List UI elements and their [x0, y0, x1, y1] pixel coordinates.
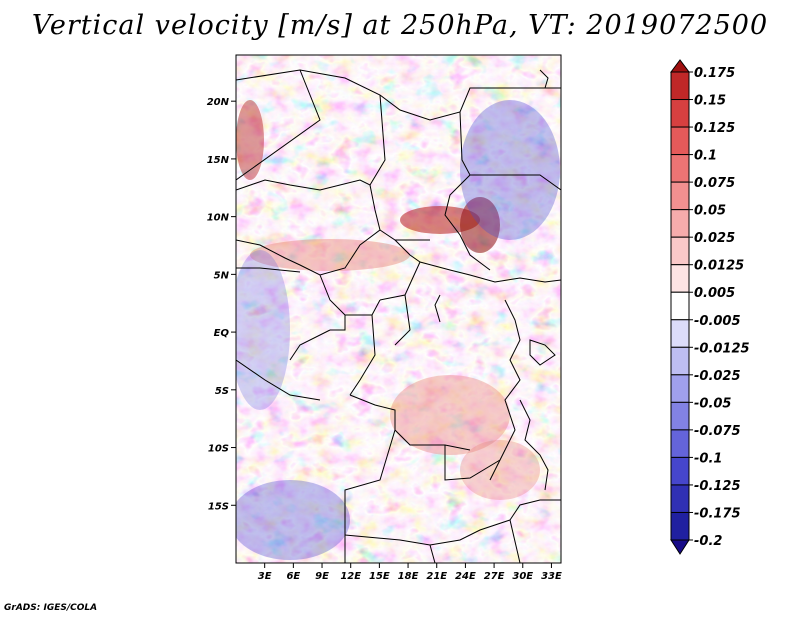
colorbar-label: 0.025: [694, 231, 735, 246]
lon-tick-label: 6E: [286, 571, 300, 582]
longitude-axis: 3E 6E 9E 12E 15E 18E 21E 24E 27E 30E 33E: [258, 563, 562, 582]
colorbar-segment: [670, 456, 690, 486]
colorbar-segment: [670, 181, 690, 211]
colorbar-segment: [670, 209, 690, 238]
chart-title: Vertical velocity [m/s] at 250hPa, VT: 2…: [31, 10, 769, 41]
colorbar-top-triangle: [670, 59, 690, 73]
colorbar-label: -0.125: [694, 479, 741, 494]
lon-tick-label: 30E: [512, 571, 533, 582]
lon-tick-label: 33E: [541, 571, 562, 582]
lon-tick-label: 9E: [315, 571, 329, 582]
credit-text: GrADS: IGES/COLA: [4, 603, 98, 613]
country-borders: [236, 69, 561, 563]
colorbar-label: 0.175: [694, 66, 735, 81]
colorbar-label: 0.0125: [694, 259, 744, 274]
colorbar-segment: [670, 429, 690, 458]
colorbar-label: 0.05: [694, 204, 726, 219]
colorbar-label: 0.1: [694, 149, 717, 164]
colorbar-label: 0.125: [694, 121, 735, 136]
lon-tick-label: 18E: [398, 571, 419, 582]
colorbar-segment: [670, 511, 690, 541]
colorbar-label: 0.075: [694, 176, 735, 191]
colorbar-label: -0.075: [694, 424, 741, 439]
lat-tick-label: 10S: [208, 444, 229, 455]
lat-tick-label: 20N: [207, 97, 230, 108]
colorbar: 0.175 0.15 0.125 0.1 0.075 0.05 0.025 0.0125 0.0…: [670, 59, 750, 555]
colorbar-segment: [670, 401, 690, 431]
colorbar-label: -0.0125: [694, 341, 750, 356]
lat-tick-label: 5N: [214, 270, 230, 281]
colorbar-bottom-triangle: [670, 539, 690, 555]
lat-tick-label: 15N: [207, 155, 230, 166]
lat-tick-label: 5S: [215, 386, 229, 397]
colorbar-segment: [670, 346, 690, 376]
lon-tick-label: 12E: [340, 571, 361, 582]
colorbar-label: 0.15: [694, 94, 726, 109]
lon-tick-label: 24E: [455, 571, 476, 582]
colorbar-segment: [670, 99, 690, 128]
latitude-axis: 20N 15N 10N 5N EQ 5S 10S 15S: [207, 97, 236, 512]
vertical-velocity-field: [236, 55, 561, 563]
colorbar-label: -0.005: [694, 314, 741, 329]
colorbar-label: -0.175: [694, 506, 741, 521]
colorbar-label: -0.1: [694, 451, 722, 466]
colorbar-segment: [670, 319, 690, 348]
colorbar-label: -0.05: [694, 396, 731, 411]
lon-tick-label: 3E: [258, 571, 272, 582]
colorbar-segment: [670, 236, 690, 266]
map-frame: [235, 54, 562, 564]
lon-tick-label: 15E: [369, 571, 390, 582]
colorbar-segment: [670, 126, 690, 156]
lon-tick-label: 21E: [426, 571, 447, 582]
lat-tick-label: EQ: [214, 328, 230, 339]
colorbar-segment: [670, 154, 690, 183]
colorbar-label: -0.025: [694, 369, 741, 384]
lon-tick-label: 27E: [484, 571, 505, 582]
colorbar-segment: [670, 374, 690, 403]
colorbar-segment: [670, 264, 690, 293]
colorbar-segment: [670, 291, 690, 321]
colorbar-label: 0.005: [694, 286, 735, 301]
lat-tick-label: 15S: [208, 501, 229, 512]
lat-tick-label: 10N: [207, 213, 230, 224]
colorbar-segment: [670, 71, 690, 101]
colorbar-segment: [670, 484, 690, 513]
colorbar-label: -0.2: [694, 534, 722, 549]
